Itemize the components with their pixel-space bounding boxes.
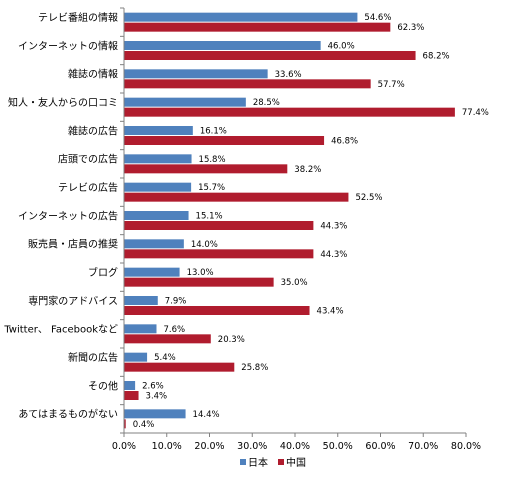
x-tick-label: 40.0% [280,441,310,452]
bar-china [124,391,139,400]
bar-japan [124,126,193,135]
category-label: 店頭での広告 [58,153,118,166]
data-label: 77.4% [462,108,489,118]
bar-japan [124,267,180,277]
data-label: 33.6% [275,70,302,80]
bar-china [124,334,211,344]
data-label: 44.3% [320,250,347,260]
value-labels: 54.6% 62.3% 46.0% 68.2% 33.6% 57.7% 28.5% 77.4%… [133,13,489,430]
data-label: 25.8% [241,363,268,373]
data-label: 7.9% [165,297,187,307]
data-label: 68.2% [423,52,450,62]
x-tick-label: 20.0% [194,441,224,452]
data-label: 57.7% [378,80,405,90]
category-label: ブログ [88,266,118,279]
x-tick-label: 0.0% [112,441,136,452]
data-label: 15.1% [196,212,223,222]
bar-japan [124,352,148,362]
category-label: 雑誌の情報 [68,68,118,81]
bar-japan [124,239,184,249]
data-label: 54.6% [364,13,391,23]
bars-layer [124,12,455,429]
bar-japan [124,381,136,390]
data-label: 7.6% [163,325,185,335]
x-tick-label: 80.0% [451,441,481,452]
bar-china [124,221,314,230]
bar-china [124,79,371,89]
legend-label: 中国 [286,456,306,469]
bar-china [124,362,235,372]
bar-japan [124,296,158,305]
x-tick-label: 10.0% [152,441,182,452]
bar-china [124,306,310,315]
data-label: 14.0% [191,240,218,250]
bar-china [124,249,314,259]
data-label: 46.0% [328,42,355,52]
bar-japan [124,41,321,50]
data-label: 5.4% [154,353,176,363]
category-label: 雑誌の広告 [68,124,118,137]
data-label: 0.4% [133,420,155,430]
data-label: 44.3% [320,222,347,232]
legend-swatch [278,459,284,465]
data-label: 62.3% [397,23,424,33]
bar-japan [124,211,189,220]
data-label: 52.5% [355,193,382,203]
bar-china [124,22,391,32]
data-label: 13.0% [187,268,214,278]
category-label: インターネットの情報 [18,39,118,52]
data-label: 16.1% [200,127,227,137]
bar-japan [124,69,268,79]
x-axis: 0.0% 10.0% 20.0% 30.0% 40.0% 50.0% 60.0% 70.0% 8… [112,7,481,452]
category-label: テレビの広告 [58,181,118,194]
bar-japan [124,97,246,107]
category-label: あてはまるものがない [18,408,118,421]
data-label: 2.6% [142,382,164,392]
legend-swatch [240,459,246,465]
bar-china [124,107,455,117]
bar-china [124,164,288,174]
data-label: 14.4% [193,410,220,420]
category-label: テレビ番組の情報 [38,11,118,24]
bar-china [124,419,126,429]
x-tick-label: 70.0% [408,441,438,452]
data-label: 15.7% [198,183,225,193]
x-tick-label: 50.0% [323,441,353,452]
data-label: 3.4% [146,392,168,402]
x-tick-label: 60.0% [365,441,395,452]
category-labels: テレビ番組の情報インターネットの情報雑誌の情報知人・友人からの口コミ雑誌の広告店… [3,11,118,421]
bar-japan [124,324,157,334]
data-label: 38.2% [294,165,321,175]
category-label: その他 [88,379,118,392]
data-label: 28.5% [253,98,280,108]
x-tick-label: 30.0% [237,441,267,452]
category-label: 専門家のアドバイス [28,294,118,307]
legend: 日本 中国 [240,456,306,469]
bar-china [124,136,325,145]
category-label: Twitter、 Facebookなど [3,324,118,336]
bar-japan [124,12,358,22]
bar-japan [124,409,186,419]
category-label: 新聞の広告 [68,351,118,364]
data-label: 20.3% [218,335,245,345]
bar-japan [124,182,192,192]
data-label: 35.0% [281,278,308,288]
bar-china [124,51,416,60]
data-label: 43.4% [317,307,344,317]
data-label: 46.8% [331,137,358,147]
bar-japan [124,154,192,164]
category-label: インターネットの広告 [18,209,118,222]
bar-china [124,277,274,287]
data-label: 15.8% [199,155,226,165]
legend-label: 日本 [248,456,268,469]
category-label: 知人・友人からの口コミ [8,96,118,109]
category-label: 販売員・店員の推奨 [28,238,118,251]
bar-china [124,192,349,202]
